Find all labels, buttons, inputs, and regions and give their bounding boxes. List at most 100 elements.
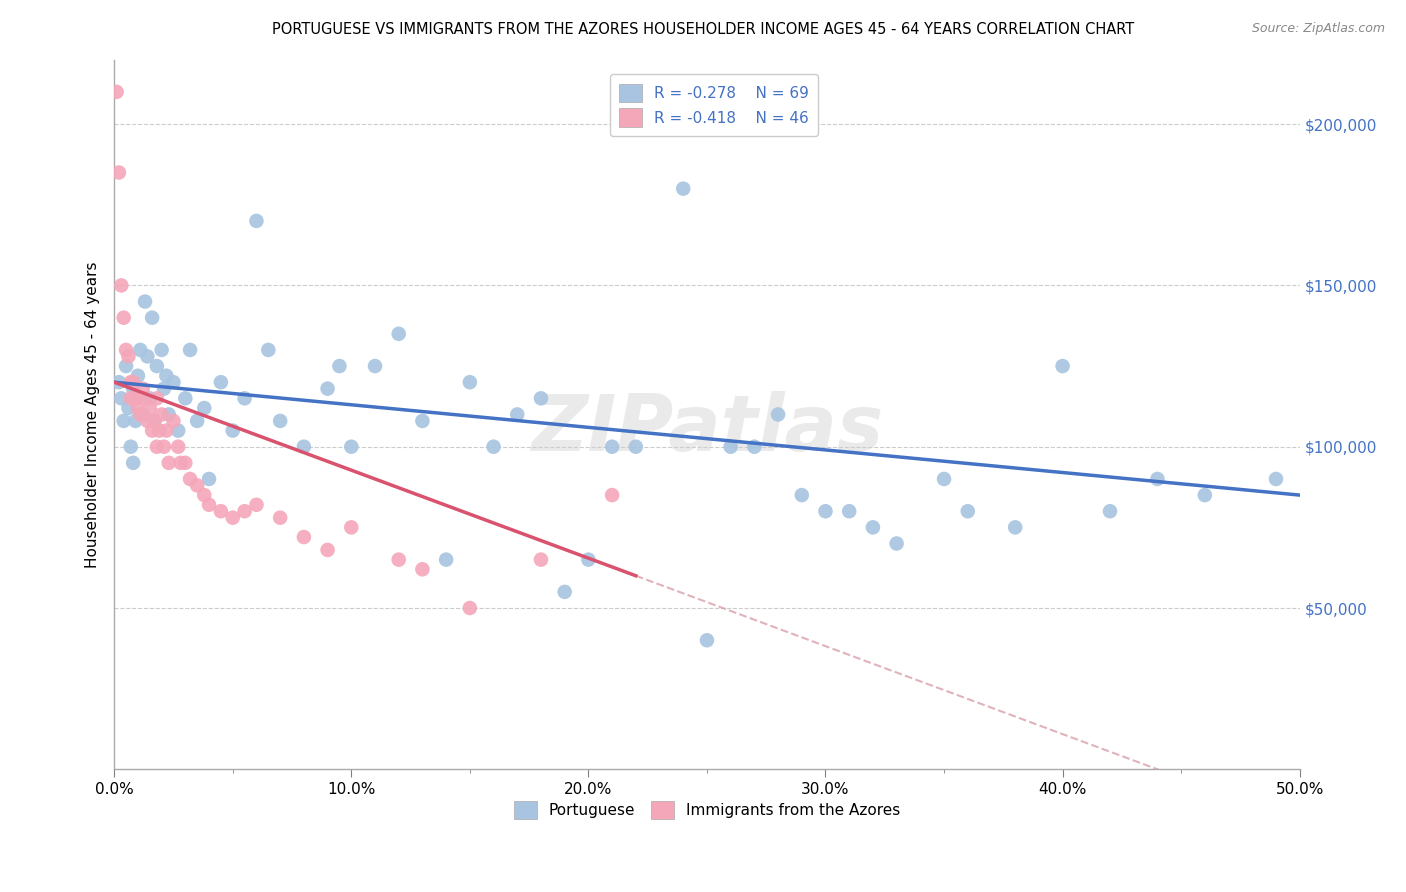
Point bbox=[115, 359, 138, 373]
Point bbox=[127, 368, 149, 383]
Point bbox=[129, 343, 152, 357]
Point bbox=[146, 392, 169, 406]
Point bbox=[110, 392, 132, 406]
Point bbox=[720, 440, 742, 454]
Point bbox=[150, 343, 173, 357]
Point bbox=[530, 392, 553, 406]
Y-axis label: Householder Income Ages 45 - 64 years: Householder Income Ages 45 - 64 years bbox=[86, 261, 100, 567]
Point bbox=[340, 520, 363, 534]
Point bbox=[179, 472, 201, 486]
Point bbox=[458, 601, 481, 615]
Point bbox=[1004, 520, 1026, 534]
Point bbox=[744, 440, 766, 454]
Point bbox=[624, 440, 647, 454]
Point bbox=[862, 520, 884, 534]
Point bbox=[340, 440, 363, 454]
Legend: Portuguese, Immigrants from the Azores: Portuguese, Immigrants from the Azores bbox=[508, 795, 907, 825]
Text: Source: ZipAtlas.com: Source: ZipAtlas.com bbox=[1251, 22, 1385, 36]
Point bbox=[193, 488, 215, 502]
Point bbox=[155, 368, 177, 383]
Point bbox=[1146, 472, 1168, 486]
Point bbox=[129, 408, 152, 422]
Point bbox=[316, 382, 339, 396]
Point bbox=[153, 382, 176, 396]
Point bbox=[105, 85, 128, 99]
Point bbox=[124, 392, 146, 406]
Point bbox=[117, 350, 139, 364]
Point bbox=[157, 408, 180, 422]
Point bbox=[120, 375, 142, 389]
Point bbox=[458, 375, 481, 389]
Point bbox=[186, 478, 208, 492]
Point bbox=[233, 504, 256, 518]
Point bbox=[193, 401, 215, 415]
Point bbox=[155, 424, 177, 438]
Point bbox=[222, 424, 245, 438]
Point bbox=[186, 414, 208, 428]
Text: ZIPatlas: ZIPatlas bbox=[531, 391, 883, 467]
Point bbox=[1052, 359, 1074, 373]
Point bbox=[141, 310, 163, 325]
Point bbox=[127, 401, 149, 415]
Point bbox=[122, 382, 145, 396]
Point bbox=[120, 440, 142, 454]
Point bbox=[411, 414, 433, 428]
Point bbox=[162, 375, 184, 389]
Point bbox=[292, 530, 315, 544]
Point bbox=[886, 536, 908, 550]
Point bbox=[530, 552, 553, 566]
Point bbox=[115, 343, 138, 357]
Point bbox=[134, 392, 156, 406]
Point bbox=[838, 504, 860, 518]
Point bbox=[269, 414, 291, 428]
Point bbox=[554, 585, 576, 599]
Point bbox=[112, 414, 135, 428]
Point bbox=[131, 382, 153, 396]
Point bbox=[108, 165, 131, 179]
Point bbox=[169, 456, 191, 470]
Point bbox=[506, 408, 529, 422]
Point bbox=[120, 392, 142, 406]
Point bbox=[134, 294, 156, 309]
Point bbox=[148, 424, 170, 438]
Point bbox=[139, 401, 162, 415]
Point bbox=[364, 359, 387, 373]
Point bbox=[198, 472, 221, 486]
Point bbox=[143, 414, 166, 428]
Point bbox=[209, 375, 232, 389]
Point bbox=[146, 359, 169, 373]
Point bbox=[814, 504, 837, 518]
Point bbox=[766, 408, 789, 422]
Point bbox=[122, 375, 145, 389]
Point bbox=[174, 456, 197, 470]
Point bbox=[672, 181, 695, 195]
Point bbox=[696, 633, 718, 648]
Point bbox=[316, 543, 339, 558]
Point bbox=[1098, 504, 1121, 518]
Point bbox=[790, 488, 813, 502]
Point bbox=[174, 392, 197, 406]
Point bbox=[292, 440, 315, 454]
Point bbox=[122, 456, 145, 470]
Point bbox=[388, 326, 411, 341]
Point bbox=[153, 440, 176, 454]
Point bbox=[600, 440, 623, 454]
Point bbox=[112, 310, 135, 325]
Point bbox=[131, 408, 153, 422]
Point bbox=[150, 408, 173, 422]
Point bbox=[143, 414, 166, 428]
Point bbox=[162, 414, 184, 428]
Point bbox=[257, 343, 280, 357]
Point bbox=[1194, 488, 1216, 502]
Point bbox=[198, 498, 221, 512]
Point bbox=[576, 552, 599, 566]
Point bbox=[434, 552, 457, 566]
Point bbox=[136, 350, 159, 364]
Point bbox=[222, 510, 245, 524]
Point bbox=[956, 504, 979, 518]
Point bbox=[233, 392, 256, 406]
Point bbox=[245, 214, 267, 228]
Point bbox=[269, 510, 291, 524]
Point bbox=[179, 343, 201, 357]
Point bbox=[245, 498, 267, 512]
